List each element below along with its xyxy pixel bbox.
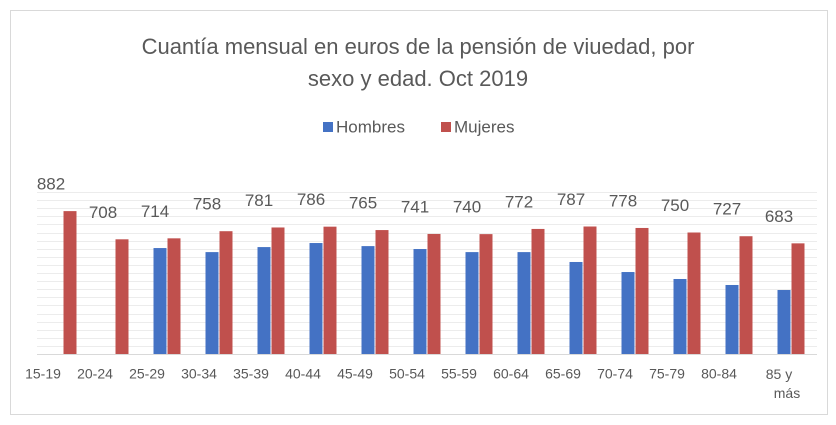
data-label: 781 <box>245 191 273 210</box>
bar <box>583 226 597 354</box>
legend-label: Hombres <box>336 117 405 136</box>
x-tick-label: 25-29 <box>129 366 165 382</box>
bar <box>271 227 285 354</box>
data-label: 758 <box>193 195 221 214</box>
x-tick-label: 70-74 <box>597 366 633 382</box>
bar <box>739 236 753 354</box>
x-tick-label: 35-39 <box>233 366 269 382</box>
bar <box>635 227 649 354</box>
x-tick-label: 75-79 <box>649 366 685 382</box>
data-label: 714 <box>141 202 169 221</box>
bar <box>219 231 233 354</box>
bar <box>427 233 441 354</box>
bar <box>465 252 479 354</box>
data-label: 882 <box>37 175 65 194</box>
bar <box>621 272 635 354</box>
bar <box>413 249 427 354</box>
x-tick-label: 65-69 <box>545 366 581 382</box>
x-tick-label: 30-34 <box>181 366 217 382</box>
x-tick-label: 15-19 <box>25 366 61 382</box>
data-label: 741 <box>401 197 429 216</box>
x-tick-label: 55-59 <box>441 366 477 382</box>
x-tick-label: 45-49 <box>337 366 373 382</box>
bar <box>205 252 219 354</box>
data-label: 683 <box>765 207 793 226</box>
bar <box>687 232 701 354</box>
bar <box>375 230 389 354</box>
bar <box>323 226 337 354</box>
bar <box>153 248 167 354</box>
x-tick-label: 60-64 <box>493 366 529 382</box>
legend-swatch <box>323 122 333 132</box>
bar <box>361 246 375 354</box>
bar <box>115 239 129 354</box>
bar <box>673 278 687 354</box>
data-label: 750 <box>661 196 689 215</box>
data-label: 708 <box>89 203 117 222</box>
x-tick-label: 85 y más <box>766 366 800 401</box>
x-tick-label: 50-54 <box>389 366 425 382</box>
legend-swatch <box>441 122 451 132</box>
bar <box>257 247 271 354</box>
bar <box>167 238 181 354</box>
data-label: 772 <box>505 192 533 211</box>
bar <box>725 284 739 354</box>
bar <box>479 234 493 354</box>
bar <box>309 243 323 354</box>
data-label: 765 <box>349 194 377 213</box>
x-tick-label: 40-44 <box>285 366 321 382</box>
data-label: 787 <box>557 190 585 209</box>
x-tick-label: 80-84 <box>701 366 737 382</box>
bar <box>517 252 531 354</box>
data-label: 740 <box>453 198 481 217</box>
data-label: 786 <box>297 190 325 209</box>
bar <box>777 290 791 354</box>
bar <box>569 261 583 354</box>
data-label: 727 <box>713 200 741 219</box>
bar <box>791 243 805 354</box>
x-tick-label: 20-24 <box>77 366 113 382</box>
chart-title: Cuantía mensual en euros de la pensión d… <box>142 34 695 91</box>
bar <box>63 211 77 354</box>
legend-label: Mujeres <box>454 117 514 136</box>
bar <box>531 228 545 354</box>
data-label: 778 <box>609 191 637 210</box>
